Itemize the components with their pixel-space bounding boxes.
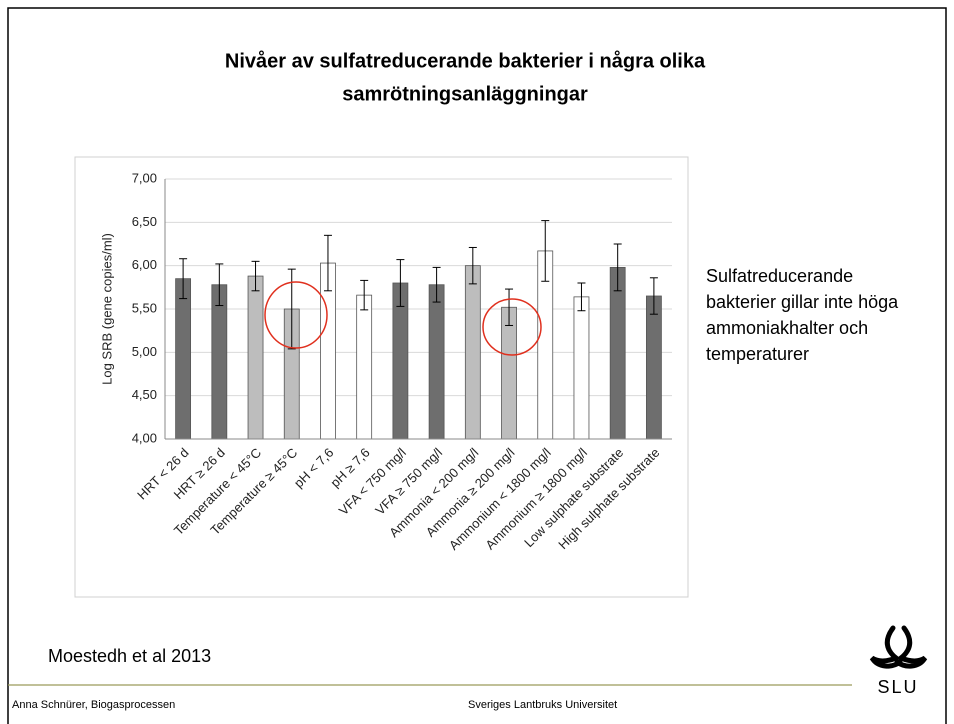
bar — [645, 295, 662, 440]
side-text: temperaturer — [706, 344, 809, 364]
slu-logo: SLU — [869, 625, 928, 697]
bar — [211, 284, 228, 440]
y-tick-label: 4,00 — [132, 430, 157, 445]
y-tick-label: 4,50 — [132, 387, 157, 402]
highlight-circle — [264, 281, 328, 349]
y-tick-label: 6,00 — [132, 257, 157, 272]
footer-left: Anna Schnürer, Biogasprocessen — [12, 699, 175, 711]
side-text: ammoniakhalter och — [706, 318, 868, 338]
y-tick-label: 7,00 — [132, 170, 157, 185]
chart-title: samrötningsanläggningar — [342, 83, 588, 105]
footer-center: Sveriges Lantbruks Universitet — [468, 699, 617, 711]
bar — [247, 275, 264, 440]
chart-title: Nivåer av sulfatreducerande bakterier i … — [225, 49, 706, 72]
bar — [464, 265, 481, 440]
side-text: Sulfatreducerande — [706, 266, 853, 286]
bar — [501, 306, 517, 440]
y-axis-title: Log SRB (gene copies/ml) — [99, 233, 114, 385]
logo-text: SLU — [877, 677, 918, 697]
y-tick-label: 5,50 — [132, 300, 157, 315]
bar — [428, 284, 445, 440]
bar — [573, 296, 590, 440]
chart-box — [74, 156, 689, 598]
highlight-circle — [482, 298, 542, 356]
y-tick-label: 6,50 — [132, 214, 157, 229]
slide-frame — [7, 7, 947, 724]
side-text: bakterier gillar inte höga — [706, 292, 899, 312]
bar — [609, 266, 626, 440]
y-tick-label: 5,00 — [132, 344, 157, 359]
reference: Moestedh et al 2013 — [48, 646, 211, 666]
bar — [356, 294, 373, 440]
bar — [175, 278, 192, 440]
